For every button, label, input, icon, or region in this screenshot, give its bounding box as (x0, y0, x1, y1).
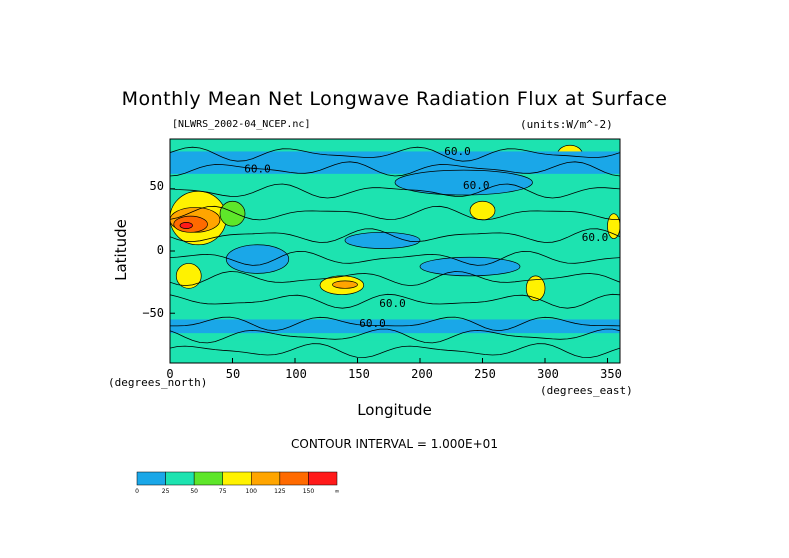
contour-interval: CONTOUR INTERVAL = 1.000E+01 (291, 437, 498, 451)
contour-label: 60.0 (379, 297, 406, 310)
x-axis-units: (degrees_east) (540, 384, 633, 397)
x-tick-label: 50 (225, 367, 241, 381)
units-label: (units:W/m^-2) (520, 118, 613, 131)
x-tick-label: 200 (411, 367, 433, 381)
file-label: [NLWRS_2002-04_NCEP.nc] (172, 119, 311, 130)
contour-line (170, 146, 620, 162)
contour-label: 60.0 (359, 317, 386, 330)
contour-line (170, 183, 620, 199)
colorbar-label: 125 (274, 488, 286, 495)
chart-title: Monthly Mean Net Longwave Radiation Flux… (121, 88, 668, 110)
colorbar-swatch (251, 471, 281, 486)
x-tick-label: 0 (166, 367, 174, 381)
field-region (525, 275, 546, 302)
x-axis-label: Longitude (357, 401, 432, 419)
colorbar-swatch (279, 471, 309, 486)
colorbar-label: 100 (246, 488, 258, 495)
colorbar-label: 75 (219, 488, 227, 495)
field-region (179, 222, 193, 229)
y-axis-units: (degrees_north) (108, 376, 208, 389)
y-tick-label: −50 (142, 306, 164, 320)
colorbar-label: ∞ (335, 488, 340, 495)
contour-line (170, 250, 620, 266)
field-region (394, 169, 533, 196)
colorbar-label: 50 (190, 488, 198, 495)
field-region (332, 280, 358, 289)
contour-line (170, 205, 620, 221)
field-region (170, 151, 620, 174)
contour-line (170, 316, 620, 332)
x-tick-label: 350 (600, 367, 622, 381)
contour-line (170, 343, 620, 358)
contour-label: 60.0 (463, 179, 490, 192)
x-tick-label: 150 (348, 367, 370, 381)
x-tick-label: 100 (285, 367, 307, 381)
colorbar-swatch (308, 471, 338, 486)
field-region (225, 244, 290, 274)
field-region (344, 231, 421, 249)
field-region (170, 340, 620, 363)
colorbar-swatch (222, 471, 252, 486)
y-tick-label: 50 (149, 179, 164, 193)
contour-label: 60.0 (244, 163, 271, 176)
x-tick-label: 300 (537, 367, 559, 381)
contour-line (170, 293, 620, 309)
x-tick-label: 250 (474, 367, 496, 381)
contour-label: 60.0 (444, 145, 471, 158)
y-tick-label: 0 (156, 243, 164, 257)
field-region (175, 263, 202, 289)
colorbar-label: 25 (162, 488, 170, 495)
colorbar-label: 0 (135, 488, 139, 495)
contour-label: 60.0 (582, 231, 609, 244)
colorbar-swatch (136, 471, 166, 486)
contour-line (170, 271, 620, 287)
colorbar-swatch (193, 471, 223, 486)
contour-line (170, 228, 620, 243)
contour-line (170, 161, 620, 177)
contour-line (170, 328, 620, 344)
colorbar-label: 150 (303, 488, 315, 495)
colorbar-swatch (165, 471, 195, 486)
field-layer: 60.0 60.0 60.0 60.0 60.0 60.0 (170, 139, 620, 363)
field-region (219, 200, 246, 227)
